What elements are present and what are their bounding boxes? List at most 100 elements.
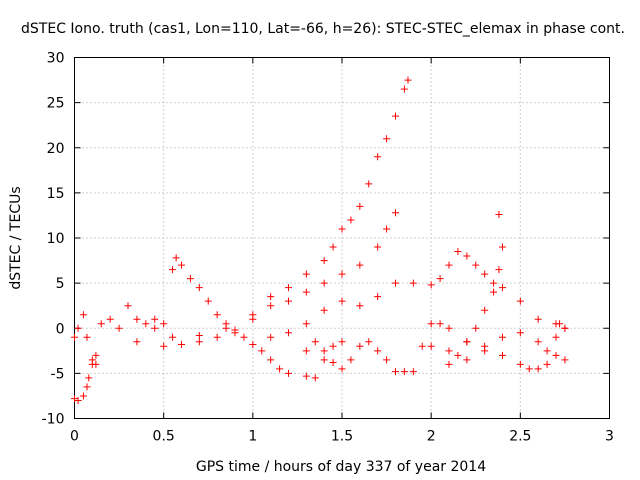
data-point [383, 225, 391, 233]
data-point [160, 342, 168, 350]
data-point [356, 302, 364, 310]
x-tick-label: 0.5 [153, 429, 175, 445]
data-point [338, 270, 346, 278]
data-point [499, 284, 506, 292]
data-point [302, 320, 310, 328]
data-point [97, 320, 105, 328]
data-point [71, 333, 78, 341]
data-point [240, 333, 248, 341]
data-point [178, 261, 185, 269]
y-tick-label: 20 [47, 141, 65, 157]
data-point [249, 340, 257, 348]
data-point [186, 275, 194, 283]
data-point [481, 270, 489, 278]
data-point [302, 347, 310, 355]
y-tick-label: -10 [42, 412, 65, 428]
data-point [83, 383, 91, 391]
data-point [400, 85, 408, 93]
data-point [151, 315, 159, 323]
data-point [169, 333, 177, 341]
data-point [392, 209, 399, 217]
data-point [231, 329, 239, 337]
data-point [436, 320, 444, 328]
data-point [472, 324, 480, 332]
data-point [285, 329, 292, 337]
data-point [302, 372, 310, 380]
data-point [347, 216, 355, 224]
x-axis-label: GPS time / hours of day 337 of year 2014 [196, 459, 486, 475]
data-point [320, 279, 328, 287]
data-point [267, 293, 275, 301]
x-tick-label: 1 [248, 429, 257, 445]
data-point [495, 211, 503, 219]
data-point [124, 302, 132, 310]
data-point [463, 356, 471, 364]
data-point [83, 333, 91, 341]
data-point [481, 342, 489, 350]
x-tick-label: 1.5 [331, 429, 353, 445]
data-series [71, 351, 100, 404]
data-point [561, 324, 569, 332]
y-tick-label: 25 [47, 96, 65, 112]
y-tick-label: 30 [47, 51, 65, 67]
data-point [543, 347, 551, 355]
data-point [561, 356, 569, 364]
y-axis-label: dSTEC / TECUs [8, 186, 24, 289]
data-point [338, 225, 346, 233]
data-point [516, 329, 524, 337]
data-point [338, 338, 346, 346]
data-point [320, 347, 328, 355]
data-point [267, 356, 275, 364]
data-point [169, 266, 177, 274]
data-point [172, 254, 180, 262]
data-point [481, 306, 489, 314]
data-point [267, 333, 275, 341]
data-point [79, 392, 87, 400]
data-series [427, 320, 569, 364]
data-point [195, 284, 203, 292]
data-point [454, 248, 462, 256]
data-point [525, 365, 533, 373]
data-series [445, 211, 506, 368]
data-point [85, 374, 93, 382]
data-point [383, 356, 391, 364]
data-point [142, 320, 150, 328]
data-point [338, 365, 346, 373]
data-point [463, 252, 471, 260]
data-series [267, 248, 569, 341]
data-point [556, 320, 564, 328]
data-point [302, 288, 310, 296]
chart-title: dSTEC Iono. truth (cas1, Lon=110, Lat=-6… [21, 21, 625, 37]
data-point [490, 288, 498, 296]
data-point [374, 293, 382, 301]
data-point [285, 284, 292, 292]
data-point [133, 315, 141, 323]
data-point [204, 297, 212, 305]
data-point [404, 76, 412, 84]
x-tick-label: 3 [605, 429, 614, 445]
data-point [329, 359, 337, 367]
data-point [365, 338, 373, 346]
data-point [320, 306, 328, 314]
data-point [249, 315, 257, 323]
data-point [320, 356, 328, 364]
data-point [92, 351, 100, 359]
data-point [115, 324, 123, 332]
data-point [445, 324, 453, 332]
data-point [365, 180, 373, 188]
data-point [490, 279, 498, 287]
data-series [160, 76, 412, 350]
data-point [463, 338, 471, 346]
data-point [427, 342, 435, 350]
data-point [74, 396, 82, 404]
data-point [311, 338, 319, 346]
data-series [133, 209, 399, 341]
data-point [516, 360, 524, 368]
data-point [392, 279, 399, 287]
data-point [472, 261, 480, 269]
data-point [213, 333, 221, 341]
data-point [338, 297, 346, 305]
data-points [71, 76, 569, 404]
data-point [445, 360, 453, 368]
